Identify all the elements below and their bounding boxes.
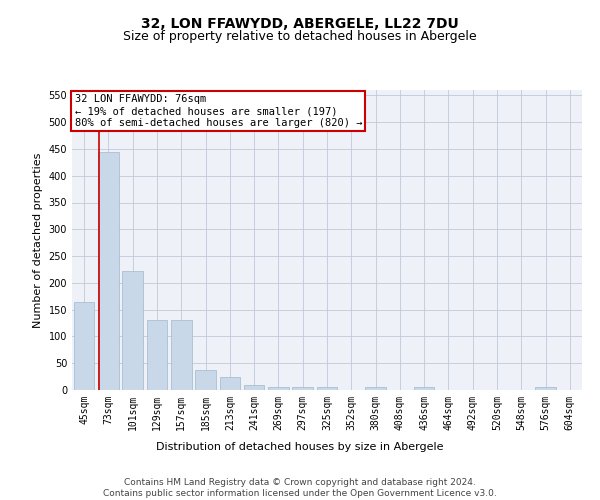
Bar [122, 271, 143, 390]
Bar [268, 387, 289, 390]
Text: Distribution of detached houses by size in Abergele: Distribution of detached houses by size … [156, 442, 444, 452]
Text: Size of property relative to detached houses in Abergele: Size of property relative to detached ho… [123, 30, 477, 43]
Bar [535, 388, 556, 390]
Bar [244, 384, 265, 390]
Text: 32 LON FFAWYDD: 76sqm
← 19% of detached houses are smaller (197)
80% of semi-det: 32 LON FFAWYDD: 76sqm ← 19% of detached … [74, 94, 362, 128]
Bar [414, 388, 434, 390]
Text: 32, LON FFAWYDD, ABERGELE, LL22 7DU: 32, LON FFAWYDD, ABERGELE, LL22 7DU [141, 18, 459, 32]
Bar [98, 152, 119, 390]
Y-axis label: Number of detached properties: Number of detached properties [33, 152, 43, 328]
Bar [220, 377, 240, 390]
Bar [171, 320, 191, 390]
Bar [146, 320, 167, 390]
Bar [195, 370, 216, 390]
Bar [74, 302, 94, 390]
Bar [365, 388, 386, 390]
Bar [317, 388, 337, 390]
Text: Contains HM Land Registry data © Crown copyright and database right 2024.
Contai: Contains HM Land Registry data © Crown c… [103, 478, 497, 498]
Bar [292, 388, 313, 390]
